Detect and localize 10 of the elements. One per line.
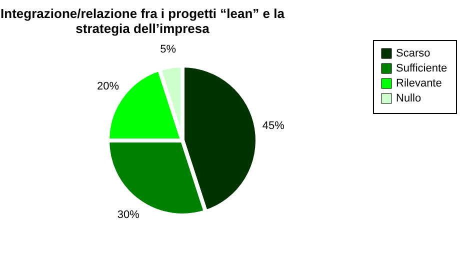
data-label: 5% bbox=[160, 44, 176, 56]
data-label: 20% bbox=[97, 80, 120, 92]
legend-label: Sufficiente bbox=[396, 62, 448, 74]
legend-label: Scarso bbox=[396, 48, 430, 60]
legend-label: Nullo bbox=[396, 92, 422, 104]
legend-label: Rilevante bbox=[396, 78, 442, 90]
text: Integrazione/relazione fra i progetti “lean” e la bbox=[0, 6, 284, 21]
text: strategia dell’impresa bbox=[76, 21, 210, 36]
data-label: 45% bbox=[262, 120, 285, 132]
data-label: 30% bbox=[117, 208, 140, 221]
